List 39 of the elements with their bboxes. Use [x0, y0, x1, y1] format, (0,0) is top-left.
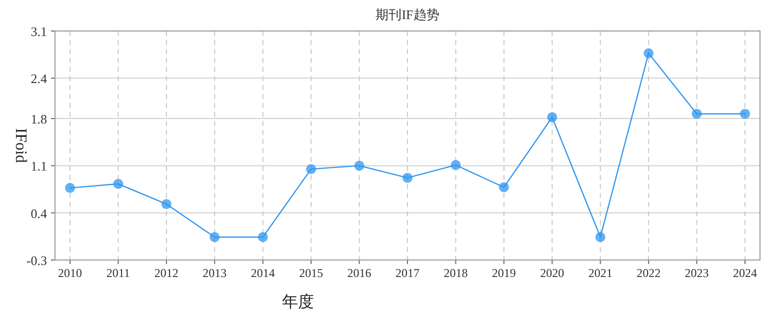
point	[65, 182, 75, 193]
y-tick-label: 1.8	[30, 112, 47, 127]
x-tick-label: 2013	[202, 266, 227, 280]
point	[547, 112, 558, 122]
y-tick-label: 3.1	[30, 24, 47, 39]
point	[306, 164, 316, 174]
y-tick-label: -0.3	[26, 253, 47, 268]
y-tick-label: 0.4	[30, 206, 48, 221]
y-tick-label: 1.1	[30, 158, 47, 174]
y-axis-title: IFoid	[12, 128, 29, 163]
x-tick-label: 2021	[588, 266, 612, 280]
point	[210, 232, 220, 242]
chart-title: 期刊IF趋势	[376, 7, 440, 22]
point	[161, 199, 172, 210]
y-tick-label: 2.4	[30, 71, 48, 86]
point	[644, 48, 654, 58]
x-tick-label: 2022	[636, 266, 661, 280]
point	[258, 232, 268, 242]
point	[692, 108, 702, 119]
point	[402, 172, 412, 183]
point	[113, 178, 124, 189]
x-tick-label: 2010	[58, 266, 82, 280]
x-axis-title: 年度	[282, 293, 314, 311]
point	[450, 160, 461, 170]
point	[354, 160, 364, 171]
x-tick-label: 2018	[444, 266, 468, 280]
x-tick-label: 2024	[733, 266, 757, 280]
point	[595, 232, 606, 242]
x-tick-label: 2016	[347, 266, 372, 280]
x-tick-label: 2020	[540, 266, 564, 280]
x-tick-label: 2017	[396, 266, 420, 280]
point	[740, 108, 750, 119]
x-tick-label: 2019	[492, 266, 516, 280]
x-tick-label: 2011	[106, 266, 130, 280]
point	[498, 182, 509, 192]
x-tick-label: 2014	[250, 266, 275, 280]
x-tick-label: 2023	[684, 266, 709, 280]
x-tick-label: 2015	[299, 266, 324, 280]
x-tick-label: 2012	[154, 266, 178, 280]
